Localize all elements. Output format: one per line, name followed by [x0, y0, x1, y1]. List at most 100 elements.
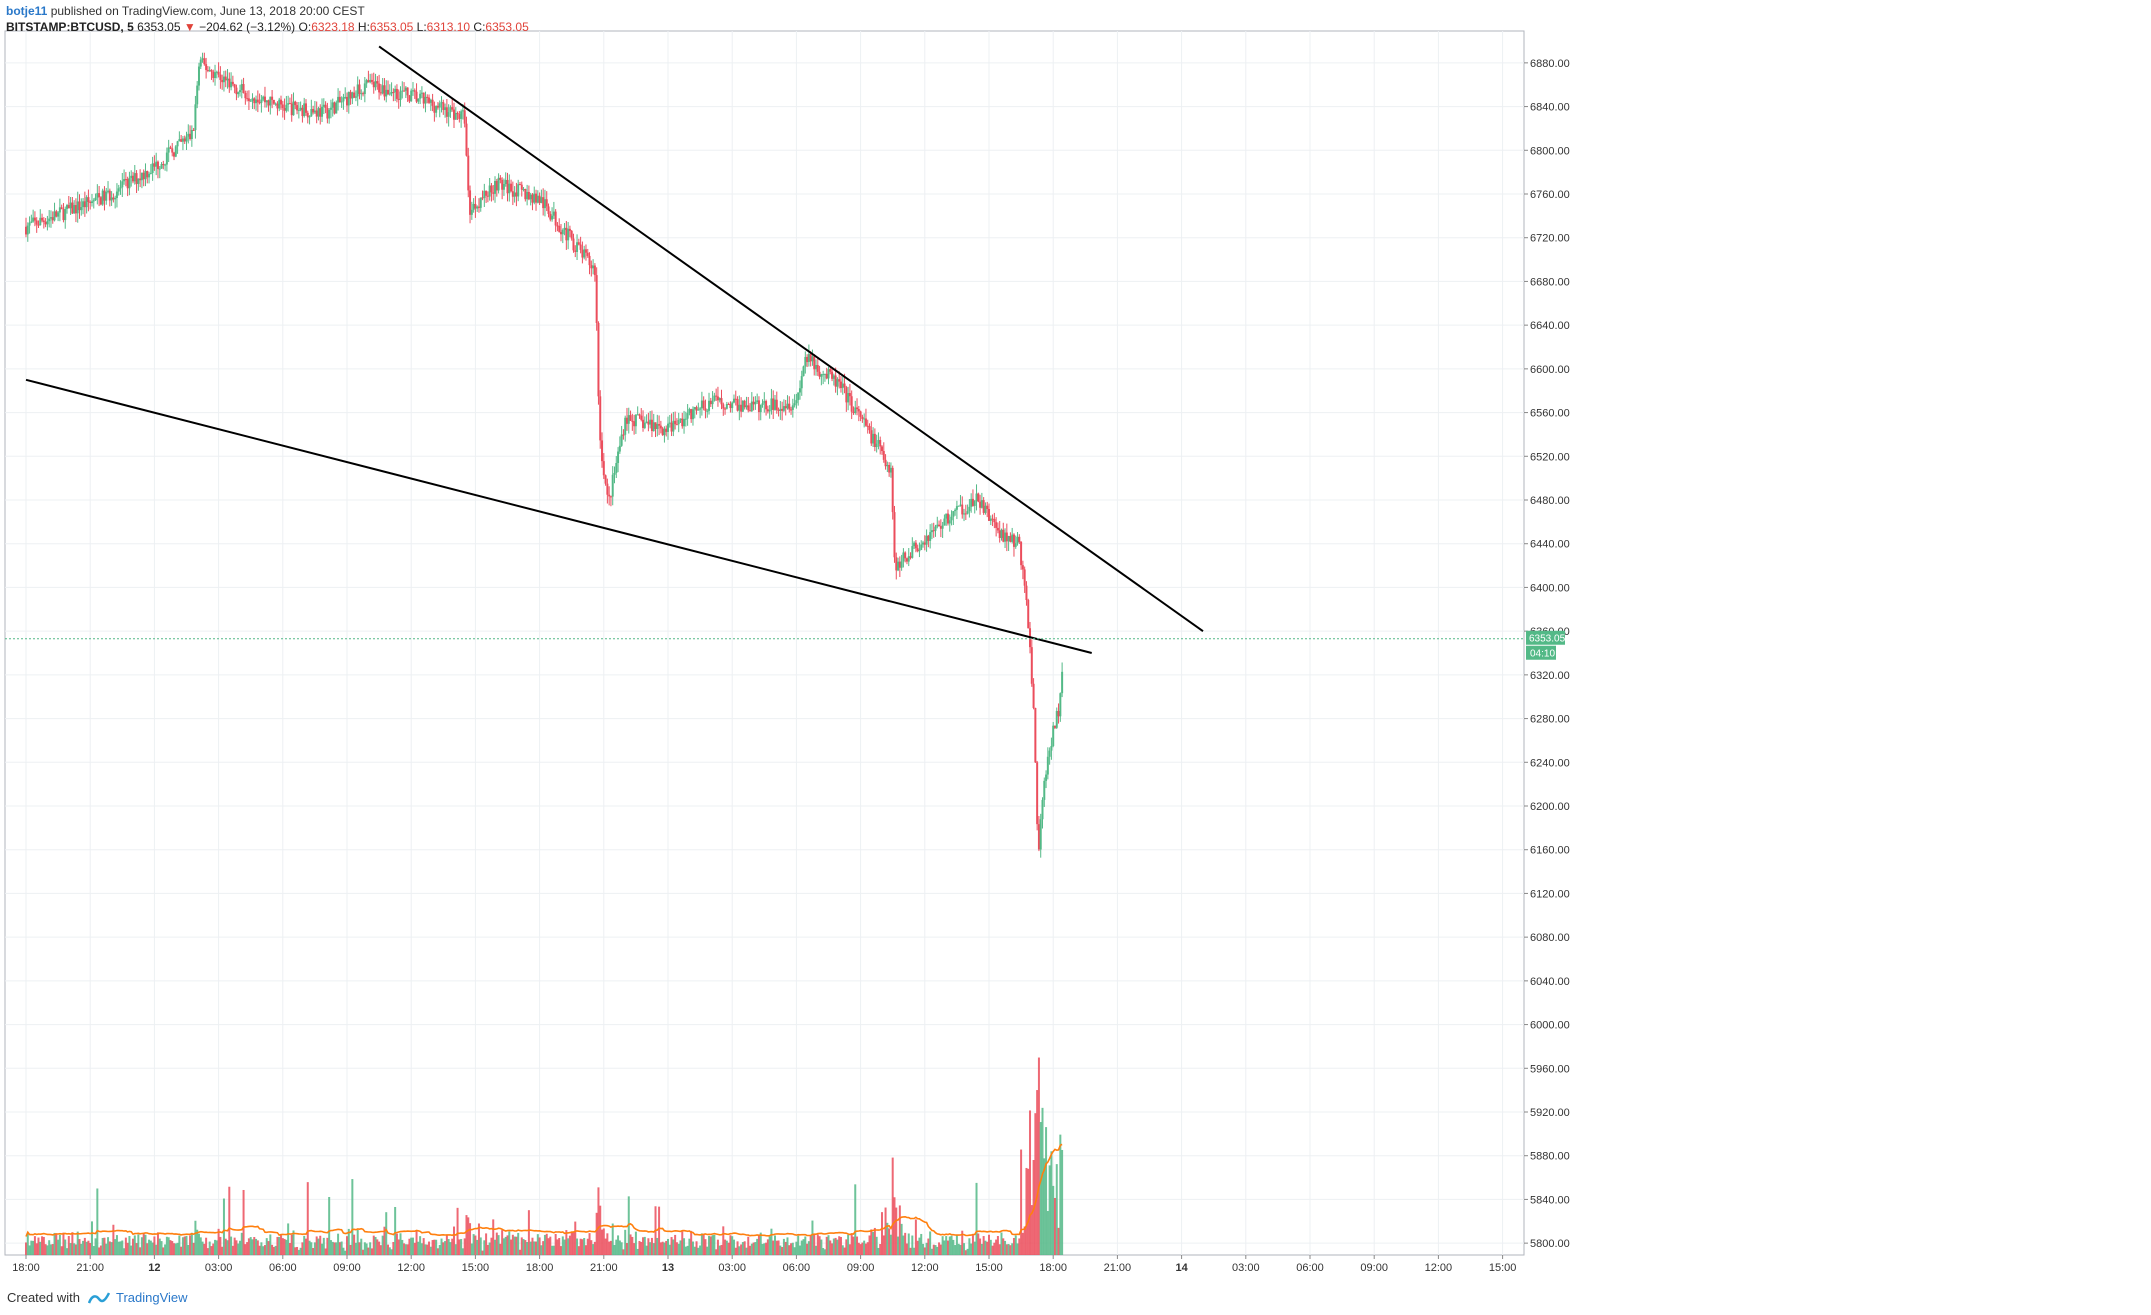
volume-bar	[973, 1241, 976, 1255]
candle-body	[788, 403, 791, 410]
candle-body	[1007, 536, 1010, 542]
volume-bar	[55, 1233, 58, 1255]
candle-body	[934, 526, 937, 531]
y-tick-label: 6400.00	[1530, 582, 1570, 594]
candle-body	[897, 561, 900, 571]
volume-bar	[604, 1238, 607, 1255]
candle-body	[629, 415, 632, 421]
candle-body	[980, 500, 983, 508]
volume-bar	[893, 1197, 896, 1255]
volume-bar	[779, 1245, 782, 1255]
candle-body	[69, 202, 72, 209]
tradingview-logo-icon[interactable]	[87, 1291, 110, 1305]
candle-body	[83, 201, 86, 208]
volume-bar	[986, 1241, 989, 1255]
volume-bar	[802, 1239, 805, 1255]
volume-bar	[135, 1243, 138, 1255]
candle-body	[96, 193, 99, 198]
symbol-label[interactable]: BITSTAMP:BTCUSD, 5	[6, 20, 134, 34]
candle-body	[281, 104, 284, 108]
volume-bar	[1018, 1238, 1021, 1255]
volume-bar	[219, 1236, 222, 1255]
candle-body	[160, 164, 163, 169]
volume-bar	[335, 1242, 338, 1255]
candle-body	[456, 112, 459, 115]
candle-body	[242, 84, 245, 94]
volume-bar	[370, 1248, 373, 1255]
candle-body	[392, 92, 395, 94]
candle-body	[463, 110, 466, 124]
volume-bar	[294, 1247, 297, 1255]
tradingview-brand[interactable]: TradingView	[115, 1290, 188, 1305]
candle-body	[991, 518, 994, 520]
volume-bar	[716, 1239, 719, 1255]
volume-bar	[774, 1235, 776, 1255]
candle-body	[820, 374, 823, 377]
volume-bar	[272, 1246, 275, 1255]
candle-body	[82, 201, 85, 208]
volume-bar	[615, 1239, 618, 1255]
candle-body	[89, 202, 92, 204]
candle-body	[306, 112, 309, 118]
volume-bar	[265, 1238, 268, 1255]
volume-bar	[977, 1233, 980, 1255]
volume-bar	[146, 1243, 149, 1255]
volume-bar	[567, 1238, 570, 1255]
volume-bar	[244, 1244, 247, 1255]
volume-bar	[228, 1186, 231, 1255]
volume-bar	[1039, 1122, 1042, 1255]
x-tick-label: 18:00	[12, 1262, 40, 1274]
candle-body	[324, 104, 327, 108]
volume-bar	[724, 1239, 727, 1255]
candle-body	[1053, 725, 1056, 728]
candle-body	[963, 513, 966, 515]
x-tick-label: 03:00	[205, 1262, 233, 1274]
candle-body	[517, 184, 520, 197]
candle-body	[738, 404, 741, 411]
volume-bar	[668, 1244, 671, 1255]
candle-body	[362, 93, 365, 95]
candle-body	[1004, 532, 1007, 542]
candle-body	[968, 506, 971, 512]
candle-body	[961, 504, 964, 515]
volume-bar	[470, 1243, 473, 1255]
candle-body	[900, 561, 903, 568]
candle-body	[757, 400, 760, 413]
y-tick-label: 6280.00	[1530, 714, 1570, 726]
candle-body	[411, 90, 414, 92]
candle-body	[99, 197, 102, 205]
candle-body	[916, 548, 919, 552]
volume-bar	[691, 1241, 694, 1255]
candle-body	[904, 552, 907, 559]
volume-bar	[58, 1234, 61, 1255]
volume-bar	[905, 1243, 908, 1255]
candle-body	[226, 78, 229, 81]
volume-bar	[970, 1243, 973, 1255]
candle-body	[346, 96, 348, 106]
author-name[interactable]: botje11	[6, 4, 48, 18]
candle-body	[533, 193, 536, 203]
candle-body	[647, 421, 650, 425]
candle-body	[1032, 683, 1035, 708]
volume-bar	[925, 1242, 928, 1255]
x-tick-label: 12:00	[911, 1262, 939, 1274]
volume-bar	[979, 1238, 982, 1255]
candle-body	[613, 472, 616, 475]
candle-body	[130, 175, 133, 179]
volume-bar	[196, 1229, 199, 1255]
volume-bar	[363, 1242, 366, 1255]
volume-bar	[142, 1232, 145, 1255]
volume-bar	[495, 1232, 498, 1255]
candle-body	[779, 408, 782, 411]
candle-body	[260, 99, 263, 103]
volume-bar	[422, 1238, 425, 1255]
volume-bar	[631, 1236, 634, 1255]
candle-body	[404, 87, 407, 91]
volume-bar	[365, 1243, 368, 1255]
candle-body	[563, 227, 566, 230]
x-tick-label: 15:00	[1489, 1262, 1517, 1274]
candle-body	[970, 498, 973, 507]
volume-bar	[911, 1235, 914, 1255]
volume-bar	[877, 1247, 880, 1255]
